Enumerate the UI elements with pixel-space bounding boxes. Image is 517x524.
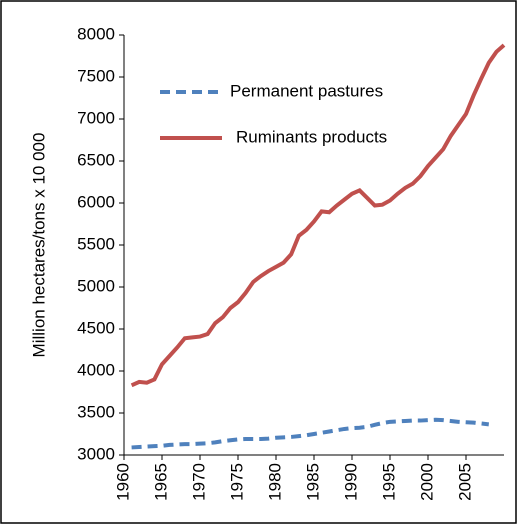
y-tick-label: 6500 <box>77 150 115 169</box>
x-tick-label: 1970 <box>189 463 208 501</box>
y-tick-label: 5500 <box>77 234 115 253</box>
y-tick-label: 5000 <box>77 276 115 295</box>
y-tick-label: 8000 <box>77 24 115 43</box>
x-tick-label: 1990 <box>341 463 360 501</box>
y-tick-label: 4000 <box>77 360 115 379</box>
y-tick-label: 7000 <box>77 108 115 127</box>
x-tick-label: 1980 <box>265 463 284 501</box>
y-tick-label: 3000 <box>77 444 115 463</box>
y-tick-label: 6000 <box>77 192 115 211</box>
x-tick-label: 2000 <box>417 463 436 501</box>
legend-label: Permanent pastures <box>230 81 383 100</box>
y-axis-title: Million hectares/tons x 10 000 <box>29 133 48 358</box>
y-tick-label: 3500 <box>77 402 115 421</box>
x-tick-label: 1975 <box>227 463 246 501</box>
x-tick-label: 1965 <box>151 463 170 501</box>
x-tick-label: 1960 <box>113 463 132 501</box>
y-tick-label: 4500 <box>77 318 115 337</box>
x-tick-label: 2005 <box>455 463 474 501</box>
x-tick-label: 1985 <box>303 463 322 501</box>
line-series <box>131 417 490 450</box>
legend-label: Ruminants products <box>236 127 387 146</box>
x-tick-label: 1995 <box>379 463 398 501</box>
line-series <box>130 43 506 388</box>
y-tick-label: 7500 <box>77 66 115 85</box>
